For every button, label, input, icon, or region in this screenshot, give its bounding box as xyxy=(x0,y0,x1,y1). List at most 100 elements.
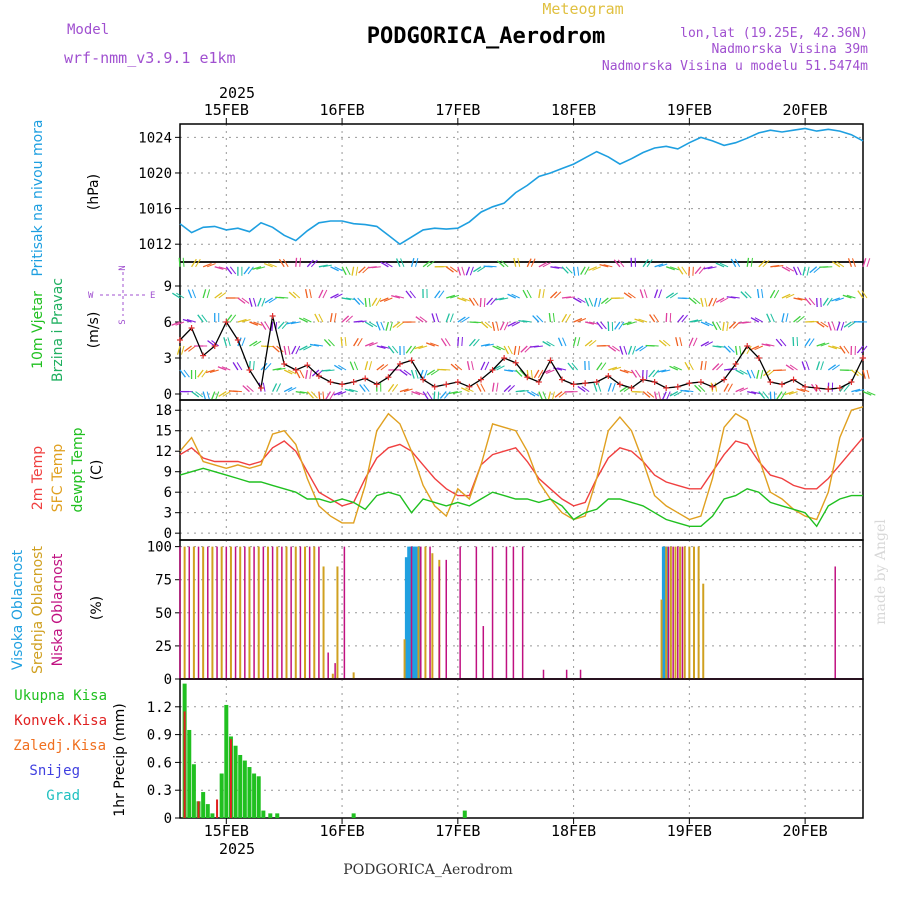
wind-arrow xyxy=(746,257,750,267)
precip-total-bar xyxy=(261,810,266,818)
cloud-low-bar xyxy=(225,546,228,679)
wind-arrow xyxy=(434,290,441,299)
wind-arrow xyxy=(511,293,520,299)
wind-arrow xyxy=(773,289,780,299)
wind-arrow xyxy=(457,336,460,347)
y-tick-label: 9 xyxy=(164,465,172,481)
cloud-mid-bar xyxy=(697,546,700,679)
wind-arrow xyxy=(857,290,864,299)
wind-arrow xyxy=(517,257,521,267)
y-tick-label: 75 xyxy=(155,573,172,589)
cloud-low-bar xyxy=(677,546,679,679)
wind-arrow xyxy=(515,369,523,377)
pressure-panel: 1012 1016 1020 1024 xyxy=(138,123,864,263)
wind-arrow xyxy=(457,297,467,302)
wind-arrow xyxy=(577,297,586,303)
y-tick-label: 12 xyxy=(155,444,172,460)
wind-arrow xyxy=(776,391,783,400)
wind-arrow xyxy=(634,318,644,323)
page-title: PODGORICA_Aerodrom xyxy=(367,24,605,49)
wind-arrow xyxy=(770,264,780,268)
wind-arrow xyxy=(698,384,706,392)
wind-arrow xyxy=(376,363,385,371)
wind-arrow xyxy=(716,363,724,371)
wind-arrow xyxy=(653,391,658,401)
cloud-low-bar xyxy=(579,669,582,679)
top-date-label: 15FEB xyxy=(204,101,249,119)
wind-arrow xyxy=(357,338,363,347)
wind-arrow xyxy=(561,313,568,323)
wind-arrow xyxy=(704,341,714,347)
wind-arrow xyxy=(178,257,181,267)
precip-legend-item: Snijeg xyxy=(29,763,80,779)
wind-arrow xyxy=(649,314,656,323)
wind-arrow xyxy=(577,318,587,323)
wind-arrow xyxy=(391,345,399,354)
wind-arrow xyxy=(349,361,355,371)
wind-arrow xyxy=(358,266,366,274)
bottom-date-labels: 15FEB 16FEB 17FEB 18FEB 19FEB 20FEB xyxy=(204,818,828,840)
wind-arrow xyxy=(256,266,266,270)
wind-arrow xyxy=(770,313,775,323)
wind-arrow xyxy=(282,258,289,268)
wind-arrow xyxy=(596,362,603,371)
wind-arrow xyxy=(440,338,447,347)
wind-arrow xyxy=(399,388,409,393)
wind-arrow xyxy=(623,292,632,299)
wind-arrow xyxy=(405,345,413,354)
panel-frame xyxy=(179,678,864,819)
wind-arrow xyxy=(756,369,760,379)
wind-arrow xyxy=(642,391,651,398)
wind-arrow xyxy=(201,314,208,323)
wind-arrow xyxy=(537,369,544,379)
wind-arrow xyxy=(232,390,242,393)
wind-arrow xyxy=(658,263,668,268)
wind-arrow xyxy=(237,297,246,304)
wind-arrow xyxy=(299,391,309,394)
wind-arrow xyxy=(750,369,756,379)
wind-arrow xyxy=(599,263,609,268)
wind-arrow xyxy=(357,297,365,305)
wind-arrow xyxy=(371,266,381,269)
wind-arrow xyxy=(862,369,866,379)
wind-arrow xyxy=(627,345,633,355)
wind-arrow xyxy=(836,261,845,268)
wind-arrow xyxy=(422,391,429,400)
wind-arrow xyxy=(723,345,731,353)
wind-arrow xyxy=(484,321,493,329)
wind-panel: 0 3 6 9 xyxy=(164,257,876,403)
cloud-mid-bar xyxy=(679,546,682,679)
wind-arrow xyxy=(333,313,337,323)
wind-arrow xyxy=(473,266,482,273)
wind-arrow xyxy=(323,338,331,347)
wind-arrow xyxy=(473,338,480,347)
cloud-low-bar xyxy=(253,546,255,679)
wind-arrow xyxy=(248,297,253,307)
cloud-low-bar xyxy=(244,546,246,679)
wind-arrow xyxy=(439,391,447,399)
wind-arrow xyxy=(445,313,450,323)
wind-arrow xyxy=(642,259,649,268)
wind-arrow xyxy=(309,369,312,379)
wind-arrow xyxy=(584,339,593,347)
wind-arrow xyxy=(661,369,671,373)
cloud-low-bar xyxy=(475,546,478,679)
wind-arrow xyxy=(856,345,864,354)
wind-arrow xyxy=(797,266,802,276)
precip-conv-bar xyxy=(197,801,200,818)
wind-arrow xyxy=(832,345,841,350)
wind-arrow xyxy=(304,289,308,299)
wind-arrow xyxy=(530,258,536,268)
wind-arrow xyxy=(423,369,428,379)
compass-south: S xyxy=(118,319,128,324)
wind-arrow xyxy=(252,297,257,307)
wind-arrow xyxy=(607,345,617,352)
wind-arrow xyxy=(403,388,413,393)
precip-total-bar xyxy=(242,760,247,818)
cloud-mid-bar xyxy=(683,546,686,679)
wind-arrow xyxy=(763,369,771,377)
wind-arrow xyxy=(496,365,505,371)
cloud-low-bar xyxy=(281,546,283,679)
wind-arrow xyxy=(758,391,766,399)
wind-arrow xyxy=(263,262,273,268)
